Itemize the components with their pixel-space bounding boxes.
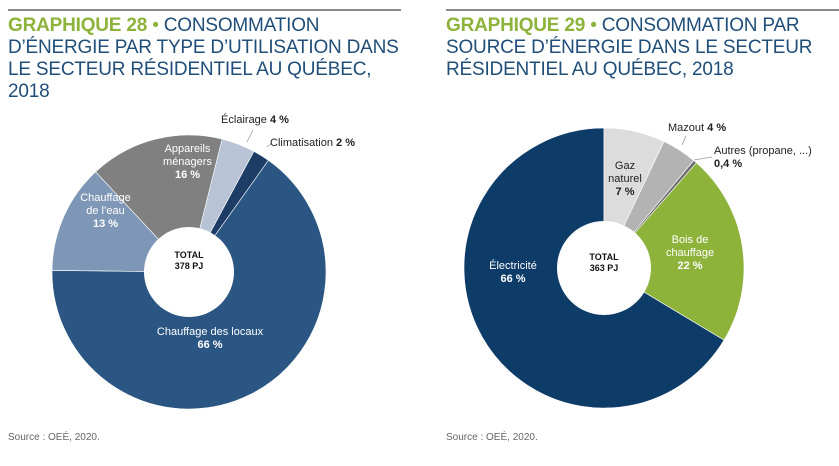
pie-slice bbox=[603, 162, 745, 341]
leader-line bbox=[266, 142, 273, 148]
total-29: TOTAL 363 PJ bbox=[589, 252, 619, 273]
divider bbox=[8, 9, 401, 11]
label-eau: Chauffage de l’eau 13 % bbox=[80, 192, 131, 230]
divider bbox=[446, 9, 839, 11]
label-autres: Autres (propane, ...) 0,4 % bbox=[714, 145, 812, 170]
chart-title-29: GRAPHIQUE 29 • CONSOMMATION PAR SOURCE D… bbox=[446, 15, 813, 80]
total-28: TOTAL 378 PJ bbox=[174, 250, 204, 271]
label-climatisation: Climatisation 2 % bbox=[270, 137, 355, 149]
source-29: Source : OEÉ, 2020. bbox=[446, 432, 538, 443]
chart-title-28: GRAPHIQUE 28 • CONSOMMATION D’ÉNERGIE PA… bbox=[8, 15, 399, 102]
donut-hole bbox=[557, 221, 651, 315]
label-mazout: Mazout 4 % bbox=[668, 122, 727, 134]
label-electricite: Électricité 66 % bbox=[489, 260, 537, 285]
label-gaz: Gaz naturel 7 % bbox=[608, 160, 642, 198]
leader-line bbox=[693, 156, 713, 161]
label-locaux: Chauffage des locaux 66 % bbox=[156, 326, 264, 351]
source-28: Source : OEÉ, 2020. bbox=[8, 432, 100, 443]
donut-hole bbox=[144, 227, 234, 317]
leader-line bbox=[246, 129, 254, 143]
leader-line bbox=[681, 135, 687, 146]
label-appareils: Appareils ménagers 16 % bbox=[163, 143, 212, 181]
label-eclairage: Éclairage 4 % bbox=[221, 114, 289, 126]
label-bois: Bois de chauffage 22 % bbox=[665, 234, 715, 272]
